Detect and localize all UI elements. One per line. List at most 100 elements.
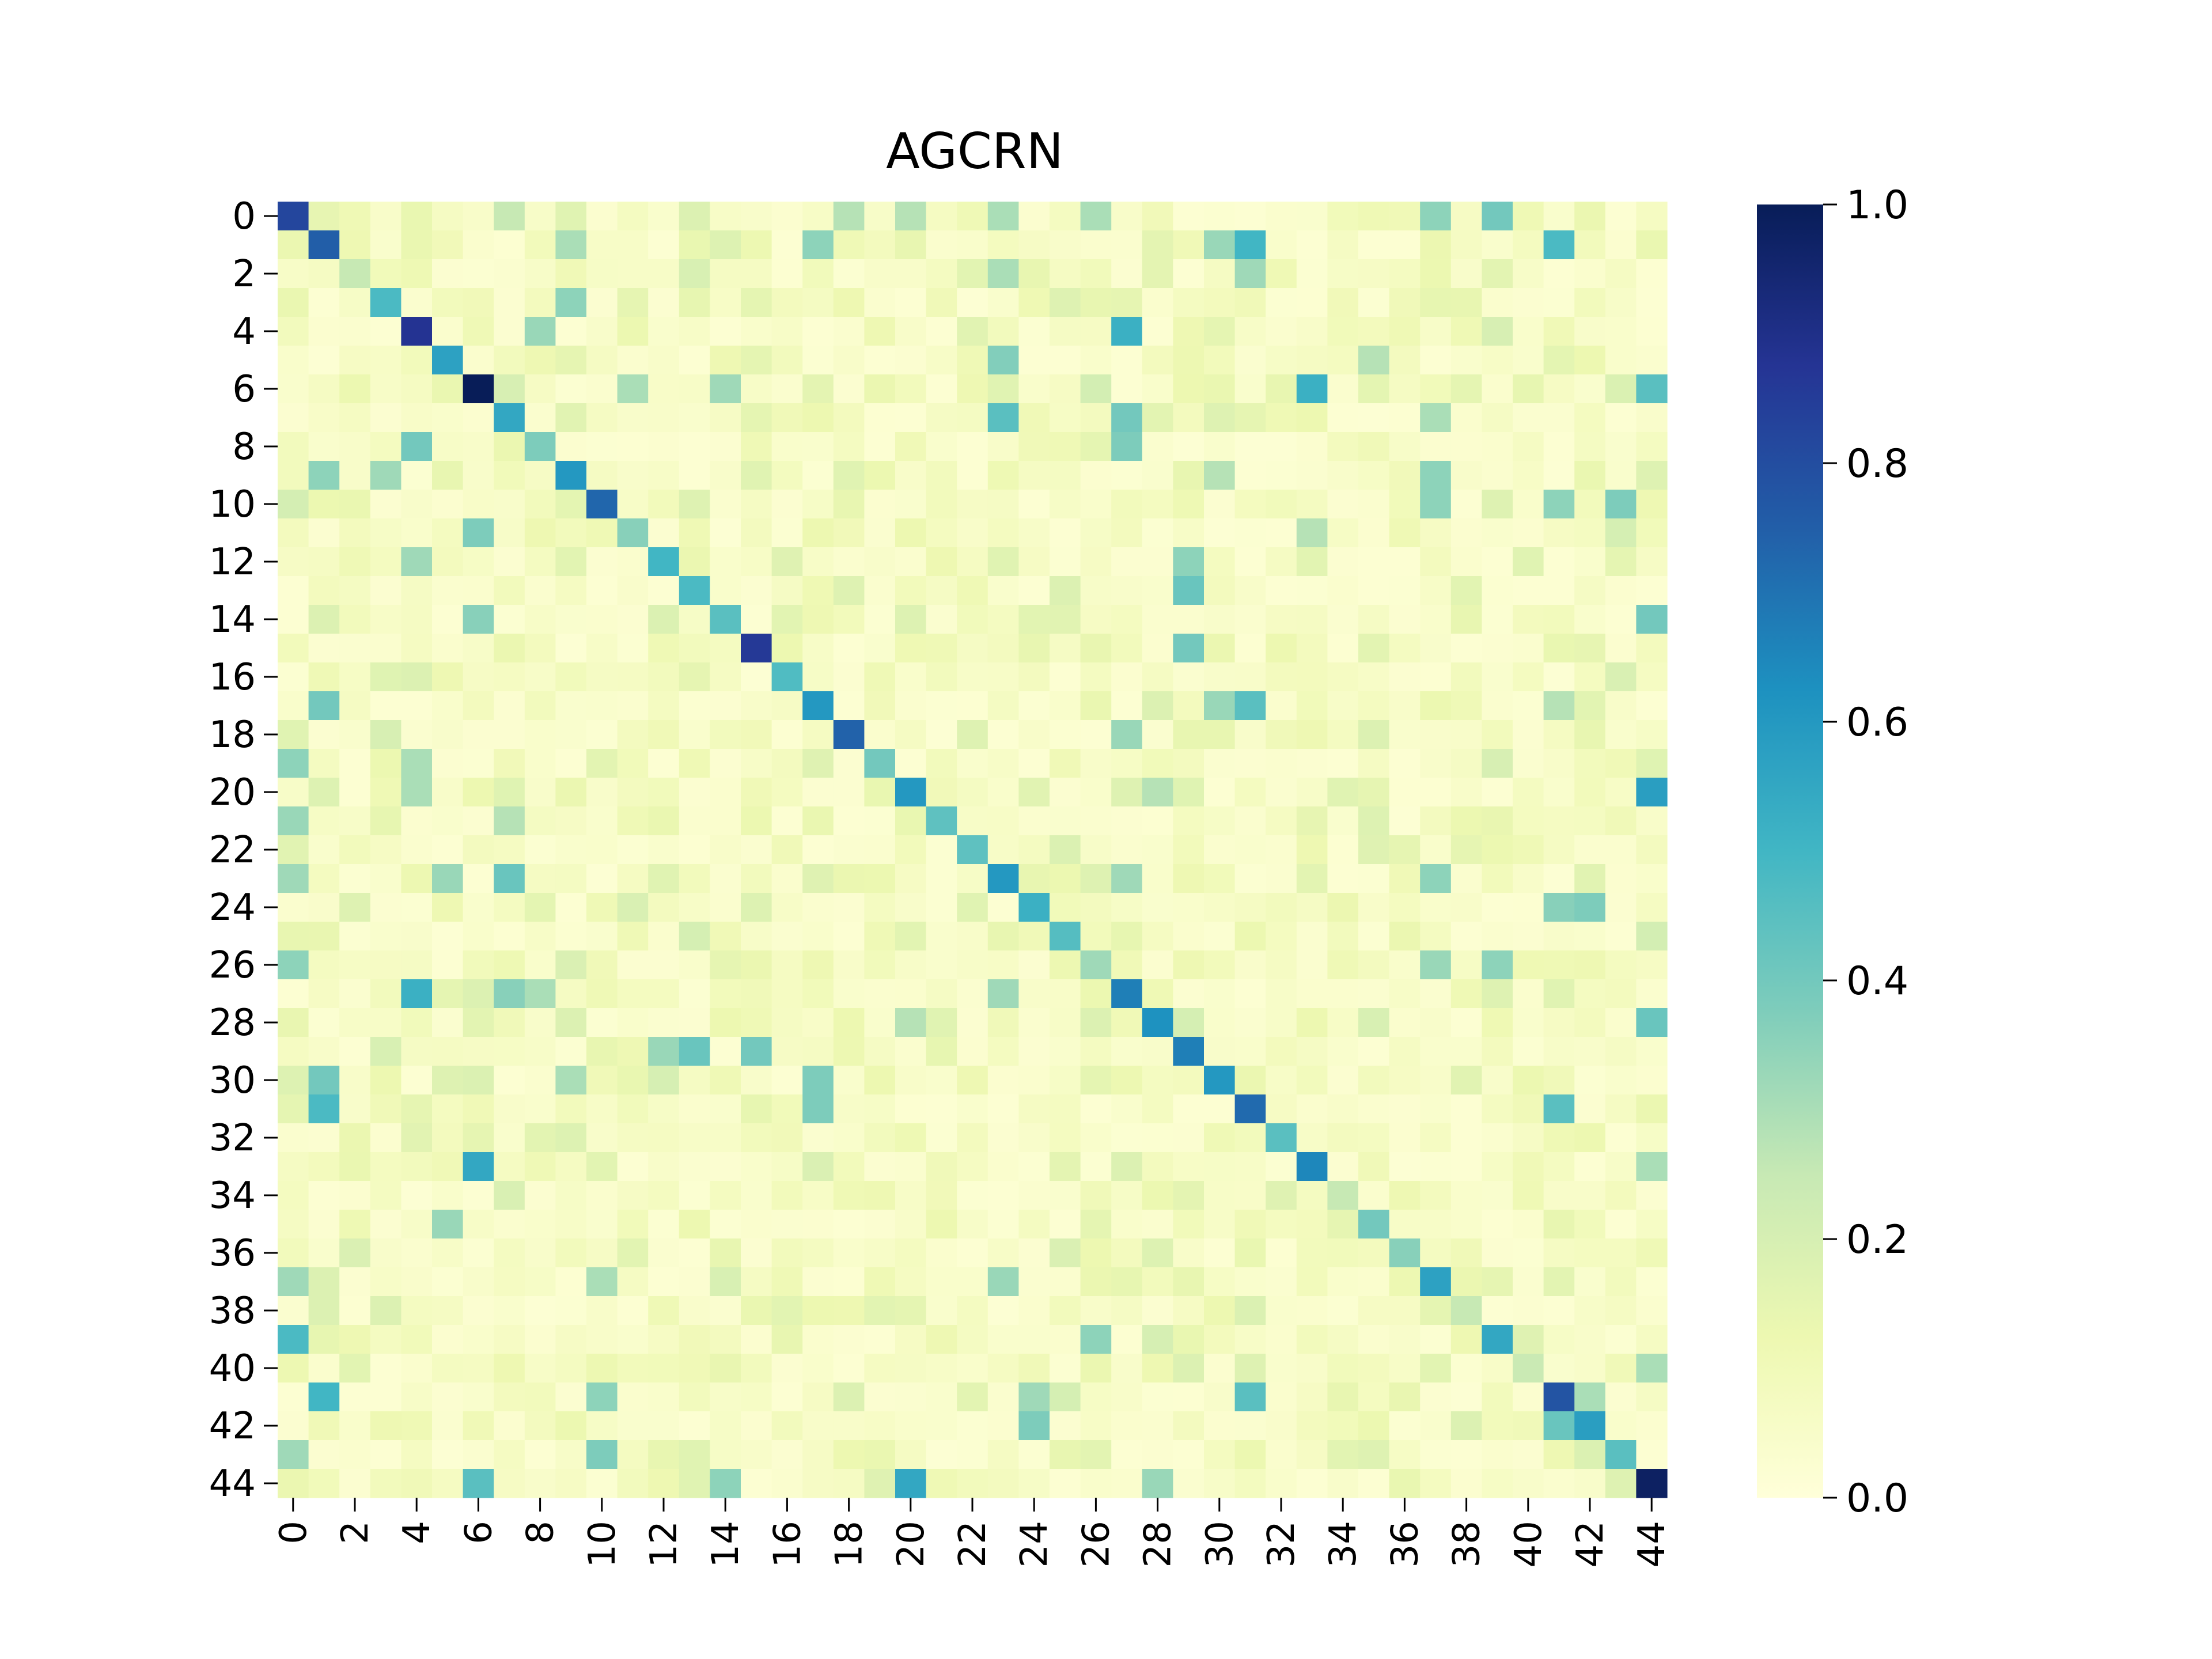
heatmap-cell bbox=[1450, 1210, 1482, 1239]
heatmap-cell bbox=[370, 1296, 402, 1325]
heatmap-cell bbox=[1142, 1008, 1173, 1037]
heatmap-cell bbox=[1420, 346, 1452, 375]
heatmap-cell bbox=[278, 259, 309, 289]
heatmap-cell bbox=[1605, 1411, 1637, 1441]
heatmap-cell bbox=[1173, 1152, 1205, 1181]
heatmap-cell bbox=[833, 1296, 865, 1325]
heatmap-cell bbox=[494, 547, 525, 577]
heatmap-cell bbox=[895, 1181, 927, 1210]
heatmap-cell bbox=[1420, 806, 1452, 836]
heatmap-cell bbox=[802, 259, 834, 289]
heatmap-cell bbox=[1636, 1267, 1668, 1297]
heatmap-cell bbox=[1482, 1094, 1513, 1124]
heatmap-cell bbox=[586, 547, 618, 577]
heatmap-cell bbox=[1050, 864, 1081, 893]
heatmap-cell bbox=[1142, 230, 1173, 260]
heatmap-cell bbox=[833, 979, 865, 1009]
heatmap-cell bbox=[1142, 1382, 1173, 1412]
heatmap-cell bbox=[1234, 346, 1266, 375]
heatmap-cell bbox=[1358, 778, 1390, 807]
heatmap-cell bbox=[1482, 346, 1513, 375]
heatmap-cell bbox=[1450, 1008, 1482, 1037]
heatmap-cell bbox=[432, 403, 464, 433]
x-tick-label: 36 bbox=[1384, 1521, 1426, 1567]
heatmap-cell bbox=[308, 1354, 340, 1383]
heatmap-cell bbox=[1482, 1296, 1513, 1325]
heatmap-cell bbox=[1543, 1267, 1575, 1297]
heatmap-cell bbox=[494, 893, 525, 922]
heatmap-cell bbox=[1327, 691, 1359, 721]
heatmap-cell bbox=[494, 1210, 525, 1239]
heatmap-cell bbox=[1080, 634, 1112, 663]
heatmap-cell bbox=[339, 547, 371, 577]
heatmap-cell bbox=[432, 634, 464, 663]
heatmap-cell bbox=[1080, 1411, 1112, 1441]
heatmap-cell bbox=[1204, 835, 1236, 865]
heatmap-cell bbox=[1574, 1181, 1606, 1210]
heatmap-cell bbox=[1296, 1382, 1328, 1412]
heatmap-cell bbox=[679, 720, 710, 749]
heatmap-cell bbox=[864, 1238, 896, 1268]
heatmap-cell bbox=[1296, 403, 1328, 433]
heatmap-cell bbox=[1327, 922, 1359, 951]
heatmap-cell bbox=[1234, 432, 1266, 461]
heatmap-cell bbox=[1605, 720, 1637, 749]
heatmap-cell bbox=[463, 922, 494, 951]
heatmap-cell bbox=[524, 835, 556, 865]
heatmap-cell bbox=[679, 691, 710, 721]
colorbar-tick-label: 0.4 bbox=[1846, 959, 1908, 1004]
heatmap-cell bbox=[1543, 1037, 1575, 1066]
heatmap-cell bbox=[432, 230, 464, 260]
heatmap-cell bbox=[1574, 1469, 1606, 1498]
heatmap-cell bbox=[1636, 778, 1668, 807]
heatmap-cell bbox=[308, 1152, 340, 1181]
heatmap-cell bbox=[1204, 1296, 1236, 1325]
heatmap-cell bbox=[679, 346, 710, 375]
heatmap-cell bbox=[957, 432, 988, 461]
heatmap-cell bbox=[1204, 317, 1236, 346]
heatmap-cell bbox=[339, 835, 371, 865]
heatmap-cell bbox=[710, 1325, 741, 1354]
heatmap-cell bbox=[1173, 1210, 1205, 1239]
heatmap-cell bbox=[926, 662, 957, 692]
heatmap-cell bbox=[1266, 202, 1297, 231]
heatmap-cell bbox=[1234, 202, 1266, 231]
heatmap-cell bbox=[617, 1411, 649, 1441]
heatmap-cell bbox=[1482, 778, 1513, 807]
heatmap-cell bbox=[278, 778, 309, 807]
heatmap-cell bbox=[710, 893, 741, 922]
heatmap-cell bbox=[555, 1181, 587, 1210]
heatmap-cell bbox=[1142, 634, 1173, 663]
heatmap-cell bbox=[648, 202, 680, 231]
heatmap-cell bbox=[895, 979, 927, 1009]
heatmap-cell bbox=[432, 1354, 464, 1383]
heatmap-cell bbox=[1574, 1037, 1606, 1066]
heatmap-cell bbox=[1450, 1296, 1482, 1325]
heatmap-cell bbox=[710, 461, 741, 490]
x-axis-ticks: 0 2 4 6 8 10 12 14 16 18 20 22 24 26 28 30 32 34 36 38 40 42 4… bbox=[272, 1498, 1673, 1567]
y-tick-label: 0 bbox=[232, 195, 256, 238]
heatmap-cell bbox=[1636, 922, 1668, 951]
heatmap-cell bbox=[864, 605, 896, 634]
heatmap-cell bbox=[1266, 662, 1297, 692]
heatmap-cell bbox=[1142, 1354, 1173, 1383]
heatmap-cell bbox=[432, 950, 464, 980]
heatmap-cell bbox=[987, 374, 1019, 404]
heatmap-cell bbox=[1482, 691, 1513, 721]
heatmap-cell bbox=[1080, 979, 1112, 1009]
heatmap-cell bbox=[710, 778, 741, 807]
heatmap-cell bbox=[1080, 1210, 1112, 1239]
heatmap-cell bbox=[1389, 691, 1421, 721]
heatmap-cell bbox=[1327, 1382, 1359, 1412]
heatmap-cell bbox=[895, 1037, 927, 1066]
heatmap-cell bbox=[833, 1210, 865, 1239]
heatmap-cell bbox=[1204, 749, 1236, 778]
heatmap-cell bbox=[1327, 259, 1359, 289]
heatmap-cell bbox=[1482, 547, 1513, 577]
heatmap-cell bbox=[710, 346, 741, 375]
heatmap-cell bbox=[1173, 893, 1205, 922]
heatmap-cell bbox=[1111, 778, 1143, 807]
heatmap-cell bbox=[555, 806, 587, 836]
heatmap-cell bbox=[1358, 979, 1390, 1009]
heatmap-cell bbox=[710, 806, 741, 836]
